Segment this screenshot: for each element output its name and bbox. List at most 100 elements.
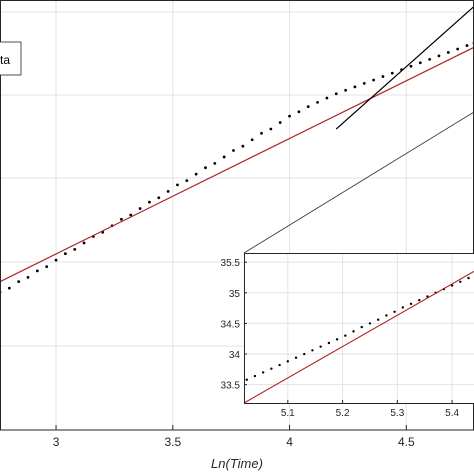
fit-line-red bbox=[0, 46, 474, 283]
data-point bbox=[222, 155, 226, 159]
zoom-connector-lines bbox=[243, 111, 474, 254]
data-point bbox=[138, 207, 142, 210]
inset-data-point bbox=[294, 356, 298, 359]
inset-data-point bbox=[393, 310, 396, 313]
data-point bbox=[194, 172, 198, 176]
inset-data-point bbox=[303, 352, 306, 356]
data-point bbox=[269, 127, 273, 131]
inset-data-point bbox=[270, 367, 273, 370]
x-axis-label: Ln(Time) bbox=[211, 456, 263, 471]
data-point bbox=[63, 252, 67, 256]
data-point bbox=[316, 100, 319, 104]
data-point bbox=[148, 200, 151, 204]
inset-y-tick-label-1: 34 bbox=[229, 350, 241, 361]
data-point bbox=[17, 280, 21, 284]
data-point bbox=[204, 166, 207, 170]
inset-data-point bbox=[352, 330, 355, 333]
data-point bbox=[260, 131, 263, 135]
data-point bbox=[465, 44, 469, 47]
inset-data-point bbox=[376, 318, 380, 321]
inset-chart: 5.1 5.2 5.3 5.4 33.5 34 34.5 35 35.5 bbox=[221, 253, 474, 419]
inset-data-point bbox=[385, 314, 388, 317]
data-point bbox=[7, 286, 11, 290]
inset-data-point bbox=[319, 345, 322, 348]
legend-box bbox=[0, 41, 22, 76]
inset-x-tick-label-2: 5.3 bbox=[390, 408, 404, 419]
inset-data-point bbox=[467, 276, 470, 280]
data-point bbox=[325, 96, 329, 100]
inset-x-tick-label-3: 5.4 bbox=[445, 408, 459, 419]
data-point bbox=[372, 78, 375, 82]
data-point bbox=[26, 275, 30, 279]
inset-data-point bbox=[245, 378, 248, 381]
inset-fit-line-red bbox=[243, 270, 474, 404]
data-point bbox=[185, 179, 189, 183]
inset-data-point bbox=[278, 363, 281, 367]
data-point bbox=[129, 213, 133, 217]
inset-data-point bbox=[261, 371, 265, 374]
legend-entry-data: ta bbox=[0, 53, 10, 67]
data-point bbox=[381, 75, 385, 78]
inset-data-point bbox=[409, 302, 413, 306]
inset-data-point bbox=[335, 338, 339, 341]
data-point bbox=[353, 85, 357, 89]
data-point bbox=[334, 92, 338, 96]
inset-y-tick-label-4: 35.5 bbox=[221, 258, 241, 269]
data-point bbox=[297, 110, 301, 114]
legend: ta bbox=[0, 41, 22, 76]
inset-background bbox=[244, 253, 474, 403]
data-point bbox=[390, 71, 394, 75]
data-point bbox=[250, 138, 254, 142]
inset-plot-frame bbox=[244, 253, 474, 404]
main-tick-label-3: 4.5 bbox=[398, 435, 415, 449]
inset-data-point bbox=[418, 298, 421, 302]
data-point bbox=[306, 105, 310, 109]
data-point bbox=[409, 64, 413, 68]
data-point bbox=[446, 51, 450, 54]
data-point bbox=[82, 241, 86, 245]
inset-data-point bbox=[327, 341, 331, 345]
main-tick-label-1: 3.5 bbox=[164, 435, 181, 449]
data-point bbox=[232, 149, 235, 152]
data-point bbox=[241, 144, 245, 148]
main-grid bbox=[0, 0, 474, 430]
inset-data-point bbox=[368, 322, 372, 325]
data-point bbox=[35, 269, 39, 273]
data-point bbox=[120, 217, 123, 221]
data-point bbox=[418, 61, 422, 65]
inset-ticks: 5.1 5.2 5.3 5.4 33.5 34 34.5 35 35.5 bbox=[221, 258, 460, 419]
inset-x-tick-label-1: 5.2 bbox=[336, 408, 350, 419]
data-point bbox=[166, 189, 170, 193]
inset-data-point bbox=[253, 374, 257, 378]
inset-data-point bbox=[286, 360, 290, 363]
inset-y-tick-label-3: 35 bbox=[229, 289, 241, 300]
data-point bbox=[437, 54, 441, 58]
inset-data-point bbox=[360, 325, 363, 329]
data-point bbox=[362, 82, 366, 85]
inset-data-point bbox=[311, 349, 314, 352]
zoom-line-upper bbox=[243, 111, 474, 254]
inset-series bbox=[243, 270, 474, 404]
fit-line-black bbox=[335, 6, 474, 130]
data-point bbox=[54, 258, 58, 262]
data-point bbox=[176, 183, 179, 187]
data-point bbox=[344, 88, 347, 92]
main-tick-label-0: 3 bbox=[53, 435, 60, 449]
inset-x-tick-label-0: 5.1 bbox=[281, 408, 295, 419]
inset-data-point bbox=[344, 334, 347, 337]
data-point bbox=[73, 248, 77, 251]
data-point bbox=[428, 57, 432, 61]
data-point bbox=[278, 121, 282, 124]
data-point bbox=[213, 162, 217, 165]
main-series bbox=[0, 6, 474, 294]
data-point bbox=[157, 196, 161, 200]
inset-data-point bbox=[459, 280, 462, 283]
inset-y-tick-label-0: 33.5 bbox=[221, 381, 241, 392]
main-tick-label-2: 4 bbox=[286, 435, 293, 449]
inset-data-point bbox=[401, 306, 405, 309]
data-point bbox=[456, 47, 460, 51]
main-x-ticks: 3 3.5 4 4.5 bbox=[53, 425, 415, 449]
data-point bbox=[45, 265, 49, 268]
data-point bbox=[288, 114, 291, 118]
